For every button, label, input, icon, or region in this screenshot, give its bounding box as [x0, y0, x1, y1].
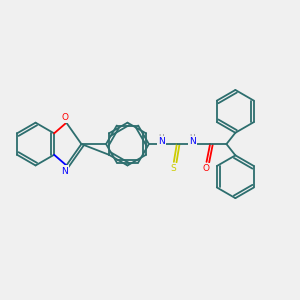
Text: N: N: [158, 137, 165, 146]
Text: O: O: [202, 164, 209, 172]
Text: S: S: [170, 164, 176, 172]
Text: H: H: [158, 134, 164, 142]
Text: H: H: [189, 134, 195, 142]
Text: N: N: [189, 137, 196, 146]
Text: N: N: [61, 167, 68, 176]
Text: O: O: [61, 112, 68, 122]
